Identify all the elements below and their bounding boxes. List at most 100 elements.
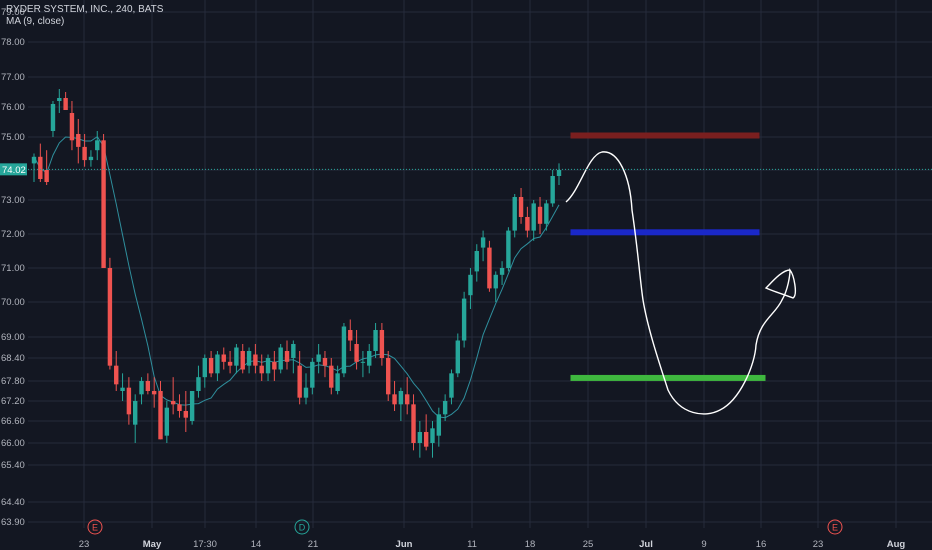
y-tick-label: 67.20	[1, 396, 25, 407]
y-tick-label: 66.00	[1, 438, 25, 449]
candle-body	[449, 373, 454, 398]
x-tick-label: 21	[308, 539, 319, 550]
candle-body	[544, 203, 549, 224]
x-tick-label: Jun	[396, 539, 413, 550]
y-tick-label: 69.00	[1, 332, 25, 343]
candle-body	[253, 354, 258, 366]
horizontal-level-line	[570, 374, 766, 381]
candle-body	[297, 365, 302, 398]
candle-body	[208, 358, 214, 374]
x-tick-label: 9	[701, 539, 706, 550]
candle-body	[189, 391, 195, 421]
event-marker-label: E	[92, 523, 98, 533]
candle-body	[240, 351, 245, 370]
candle-body	[348, 330, 353, 341]
candle-body	[234, 347, 239, 366]
candle-body	[329, 365, 334, 388]
x-tick-label: 11	[467, 539, 477, 550]
candle-body	[259, 365, 264, 374]
candle-body	[316, 354, 321, 362]
candle-body	[556, 170, 562, 176]
candle-body	[50, 104, 56, 131]
y-tick-label: 78.00	[1, 37, 25, 48]
candle-body	[196, 377, 201, 391]
candle-body	[177, 404, 182, 411]
event-marker	[294, 519, 310, 535]
y-tick-label: 66.60	[1, 416, 25, 427]
candle-body	[158, 391, 163, 440]
candle-body	[120, 387, 125, 391]
candle-body	[215, 354, 220, 374]
freehand-curve	[565, 151, 797, 415]
candle-body	[474, 251, 479, 272]
candle-body	[379, 330, 385, 358]
candle-body	[417, 432, 423, 443]
candle-body	[354, 344, 359, 362]
event-marker	[87, 519, 103, 535]
candle-body	[404, 394, 410, 405]
y-tick-label: 63.90	[1, 517, 25, 528]
candle-body	[499, 268, 505, 275]
candle-body	[360, 361, 366, 363]
candle-body	[468, 274, 473, 296]
event-marker-label: D	[299, 523, 306, 533]
candle-body	[322, 358, 328, 366]
candle-body	[265, 358, 271, 374]
ma-polyline	[33, 136, 560, 419]
last-price-label: 74.02	[2, 165, 26, 176]
candle-body	[183, 411, 189, 418]
candle-body	[392, 394, 397, 405]
x-tick-label: Aug	[887, 539, 906, 550]
x-tick-label: 14	[251, 539, 262, 550]
x-tick-label: 17:30	[193, 539, 217, 550]
y-tick-label: 79.00	[1, 7, 25, 18]
candle-body	[480, 237, 486, 248]
candle-body	[430, 428, 435, 443]
moving-average-line	[33, 136, 560, 419]
candle-body	[246, 351, 252, 366]
y-tick-label: 73.00	[1, 195, 25, 206]
candle-body	[63, 98, 68, 110]
candle-body	[278, 347, 283, 370]
candle-body	[550, 176, 555, 204]
candle-body	[76, 134, 81, 147]
freehand-drawing	[565, 151, 797, 415]
last-price-badge	[0, 163, 27, 176]
y-tick-label: 67.80	[1, 376, 25, 387]
event-marker	[827, 519, 843, 535]
candle-body	[537, 206, 543, 224]
candle-body	[506, 230, 511, 268]
candle-body	[373, 330, 378, 351]
candle-body	[133, 401, 138, 425]
candle-body	[139, 381, 144, 395]
y-tick-label: 72.00	[1, 229, 25, 240]
x-tick-label: Jul	[639, 539, 653, 550]
candle-body	[291, 344, 296, 358]
candle-body	[151, 391, 157, 395]
candle-body	[44, 170, 49, 182]
axes: 79.0078.0077.0076.0075.0074.0073.0072.00…	[0, 7, 932, 550]
horizontal-level-line	[570, 132, 760, 139]
candle-body	[227, 361, 233, 366]
candle-body	[493, 274, 498, 289]
y-tick-label: 65.40	[1, 460, 25, 471]
y-tick-label: 77.00	[1, 72, 25, 83]
event-marker-label: E	[832, 523, 838, 533]
candle-body	[114, 365, 119, 385]
candle-body	[310, 361, 315, 388]
candle-body	[82, 146, 87, 161]
candle-body	[202, 358, 207, 378]
indicator-legend: MA (9, close)	[6, 16, 65, 27]
candle-body	[436, 414, 442, 436]
x-tick-label: 25	[583, 539, 594, 550]
symbol-legend: RYDER SYSTEM, INC., 240, BATS	[6, 4, 164, 15]
candle-body	[101, 140, 106, 268]
grid	[28, 0, 932, 528]
x-tick-label: 18	[525, 539, 536, 550]
candle-body	[88, 156, 94, 161]
candle-body	[398, 391, 404, 405]
candle-body	[164, 407, 170, 436]
candle-body	[525, 217, 530, 231]
